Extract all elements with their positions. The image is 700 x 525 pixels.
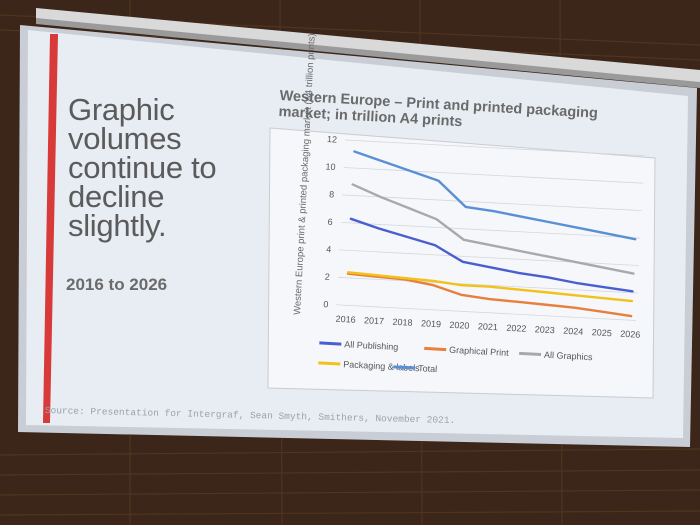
gridline bbox=[340, 221, 641, 239]
red-accent-bar bbox=[43, 34, 58, 423]
x-tick-label: 2025 bbox=[592, 327, 613, 338]
gridline bbox=[337, 276, 638, 294]
x-tick-label: 2026 bbox=[620, 329, 641, 340]
y-tick-label: 0 bbox=[323, 299, 329, 309]
x-tick-label: 2022 bbox=[506, 323, 527, 334]
y-tick-label: 2 bbox=[325, 272, 331, 282]
series-line-all-publishing bbox=[349, 217, 634, 293]
y-tick-label: 4 bbox=[326, 244, 332, 254]
legend-label: Total bbox=[418, 363, 438, 374]
gridline bbox=[336, 304, 636, 321]
legend-swatch bbox=[518, 351, 542, 357]
x-tick-label: 2023 bbox=[535, 324, 556, 335]
gridline bbox=[343, 167, 644, 184]
slide-period: 2016 to 2026 bbox=[66, 275, 168, 294]
slide-headline: Graphic volumes continue to decline slig… bbox=[68, 92, 217, 243]
series-line-total bbox=[353, 150, 637, 241]
x-tick-label: 2017 bbox=[364, 315, 385, 326]
series-line-all-graphics bbox=[351, 183, 635, 275]
legend-label: All Graphics bbox=[544, 350, 593, 363]
legend-swatch bbox=[424, 346, 447, 352]
series-line-graphical-print bbox=[346, 272, 633, 318]
y-axis-label: Western Europe print & printed packaging… bbox=[292, 33, 318, 315]
y-tick-label: 6 bbox=[327, 217, 333, 227]
y-tick-label: 12 bbox=[327, 134, 338, 145]
y-tick-label: 8 bbox=[329, 189, 335, 199]
chart-panel bbox=[267, 127, 656, 399]
x-tick-label: 2024 bbox=[563, 326, 584, 337]
legend-label: All Publishing bbox=[344, 339, 398, 352]
gridline bbox=[342, 194, 642, 212]
legend-swatch bbox=[318, 361, 341, 366]
x-tick-label: 2019 bbox=[421, 318, 442, 329]
y-tick-label: 10 bbox=[325, 162, 336, 173]
legend-label: Packaging & labels bbox=[343, 359, 420, 373]
legend-swatch bbox=[319, 341, 342, 346]
gridline bbox=[339, 249, 639, 266]
legend-label: Graphical Print bbox=[449, 345, 509, 358]
x-tick-label: 2016 bbox=[335, 314, 356, 325]
gridline bbox=[344, 139, 645, 157]
x-tick-label: 2018 bbox=[392, 317, 413, 328]
x-tick-label: 2020 bbox=[449, 320, 470, 331]
series-line-packaging-labels bbox=[346, 271, 634, 303]
x-tick-label: 2021 bbox=[478, 321, 499, 332]
legend-swatch bbox=[393, 365, 416, 370]
